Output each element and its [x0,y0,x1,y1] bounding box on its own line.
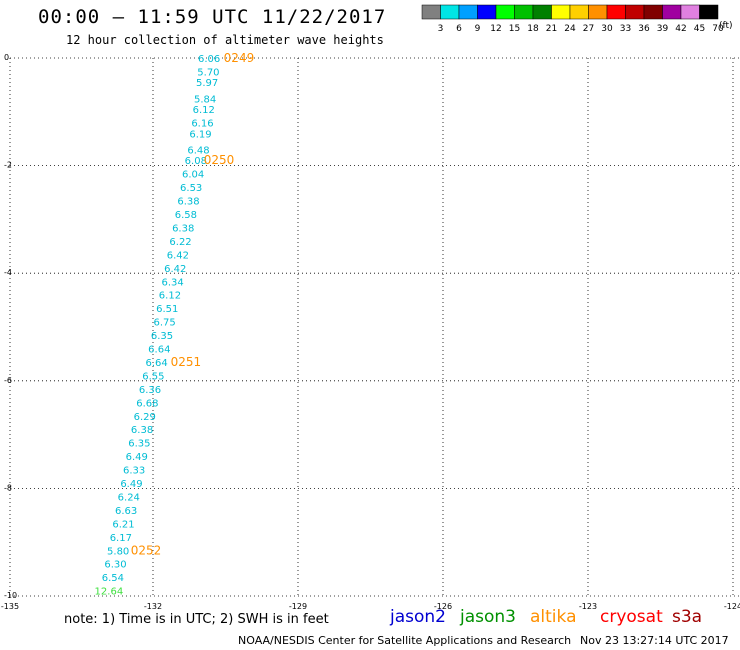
legend-label: 12 [490,24,501,34]
x-tick-label: -129 [289,602,307,610]
chart-subtitle: 12 hour collection of altimeter wave hei… [66,33,384,47]
wave-height-label: 5.70 [197,67,219,78]
wave-height-label: 6.42 [164,264,186,275]
legend-label: 15 [509,24,520,34]
wave-height-label: 6.58 [175,210,197,221]
wave-height-label: 6.12 [193,105,215,116]
legend-label: 6 [456,24,462,34]
satellite-jason3: jason3 [460,607,516,627]
wave-height-label: 6.34 [161,277,183,288]
wave-height-label: 6.51 [156,304,178,315]
y-tick-label: 0 [4,53,9,62]
legend-label: 27 [583,24,594,34]
satellite-s3a: s3a [672,607,703,627]
x-tick-label: -135 [1,602,19,610]
wave-height-label: 6.55 [142,371,164,382]
legend-label: 24 [564,24,576,34]
chart-title: 00:00 – 11:59 UTC 11/22/2017 [38,6,387,28]
wave-height-label: 6.19 [189,129,211,140]
time-mark-label: 0250 [204,153,235,167]
y-tick-label: -2 [4,161,12,170]
y-tick-label: -8 [4,483,12,492]
wave-height-label: 6.75 [153,318,175,329]
wave-height-label: 6.22 [169,237,191,248]
wave-height-label: 6.08 [185,156,207,167]
wave-height-label: 5.84 [194,94,216,105]
y-tick-label: -10 [4,591,17,600]
legend-label: 3 [438,24,444,34]
x-tick-label: -132 [144,602,162,610]
wave-height-label: 12.64 [95,587,124,598]
x-tick-label: -126 [434,602,452,610]
legend-label: 30 [601,24,613,34]
wave-height-label: 6.12 [159,291,181,302]
wave-height-label: 6.04 [182,170,204,181]
legend-label: 42 [675,24,686,34]
wave-height-label: 6.63 [115,506,137,517]
footer-source: NOAA/NESDIS Center for Satellite Applica… [238,634,572,647]
satellite-altika: altika [530,607,577,627]
wave-height-label: 6.36 [139,385,161,396]
wave-height-label: 6.68 [136,398,158,409]
wave-height-label: 6.35 [128,439,150,450]
time-mark-label: 0251 [171,355,202,369]
footer-timestamp: Nov 23 13:27:14 UTC 2017 [580,634,729,647]
wave-height-label: 5.97 [196,78,218,89]
y-tick-label: -6 [4,376,12,385]
legend-label: 70 [712,24,724,34]
wave-height-label: 5.80 [107,546,129,557]
legend-label: 36 [638,24,650,34]
wave-height-label: 6.48 [187,145,209,156]
y-tick-label: -4 [4,268,12,277]
x-tick-label: -124 [724,602,740,610]
wave-height-label: 6.16 [191,119,213,130]
wave-height-label: 6.30 [104,560,126,571]
wave-height-label: 6.64 [146,358,168,369]
legend-label: 45 [694,24,705,34]
wave-height-label: 6.38 [177,197,199,208]
footer-note: note: 1) Time is in UTC; 2) SWH is in fe… [64,612,329,627]
x-tick-label: -123 [579,602,597,610]
time-mark-label: 0252 [131,543,162,557]
legend-label: 21 [546,24,557,34]
satellite-jason2: jason2 [390,607,446,627]
legend-label: 18 [527,24,539,34]
wave-height-label: 6.49 [126,452,148,463]
wave-height-label: 6.29 [134,412,156,423]
wave-height-label: 6.06 [198,54,220,65]
satellite-cryosat: cryosat [600,607,663,627]
wave-height-label: 6.49 [120,479,142,490]
wave-height-label: 6.54 [102,573,124,584]
legend-swatch [699,4,719,20]
wave-height-label: 6.53 [180,183,202,194]
wave-height-label: 6.35 [151,331,173,342]
color-legend: 3 6 9 12 15 18 21 24 27 30 33 36 39 42 45 70 [421,4,724,34]
time-mark-label: 0249 [224,51,255,65]
wave-height-label: 6.24 [118,492,140,503]
legend-label: 33 [620,24,631,34]
wave-height-label: 6.21 [112,519,134,530]
legend-unit: (ft) [719,21,733,31]
wave-height-label: 6.42 [167,250,189,261]
wave-height-plot: 0 -2 -4 -6 -8 -10 -135 -132 -129 -126 -123 -124 6.06… [1,51,740,610]
wave-height-label: 6.38 [131,425,153,436]
wave-height-label: 6.64 [148,345,170,356]
legend-label: 9 [475,24,481,34]
wave-height-label: 6.38 [172,223,194,234]
legend-label: 39 [657,24,669,34]
wave-height-label: 6.17 [110,533,132,544]
wave-height-label: 6.33 [123,466,145,477]
